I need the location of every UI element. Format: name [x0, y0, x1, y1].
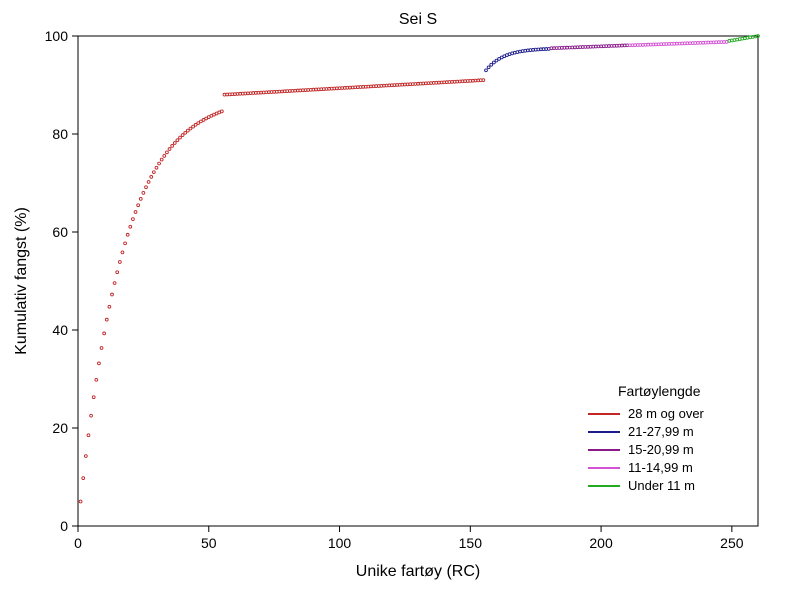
x-tick-label: 50: [201, 535, 217, 551]
data-point: [160, 158, 163, 161]
legend-item-label: 21-27,99 m: [628, 424, 694, 439]
x-tick-label: 250: [720, 535, 744, 551]
data-point: [145, 186, 148, 189]
legend-item-label: 11-14,99 m: [628, 460, 693, 475]
y-tick-label: 80: [52, 126, 68, 142]
data-point: [147, 181, 150, 184]
data-point: [173, 142, 176, 145]
data-point: [150, 176, 153, 179]
data-point: [152, 171, 155, 174]
data-point: [176, 139, 179, 142]
data-point: [108, 305, 111, 308]
chart-container: Sei S050100150200250020406080100Unike fa…: [0, 0, 800, 600]
data-point: [492, 61, 495, 64]
data-point: [98, 362, 101, 365]
x-tick-label: 150: [459, 535, 483, 551]
data-point: [163, 154, 166, 157]
x-tick-label: 0: [74, 535, 82, 551]
y-tick-label: 40: [52, 322, 68, 338]
data-point: [139, 197, 142, 200]
data-point: [189, 127, 192, 130]
data-point: [168, 148, 171, 151]
data-point: [126, 233, 129, 236]
data-point: [137, 204, 140, 207]
data-point: [103, 332, 106, 335]
data-point: [142, 191, 145, 194]
x-axis-label: Unike fartøy (RC): [356, 563, 480, 580]
data-point: [166, 151, 169, 154]
data-point: [132, 218, 135, 221]
data-point: [158, 162, 161, 165]
data-point: [124, 242, 127, 245]
data-point: [184, 131, 187, 134]
x-tick-label: 200: [589, 535, 613, 551]
data-point: [171, 145, 174, 148]
data-point: [490, 63, 493, 66]
data-point: [134, 211, 137, 214]
y-tick-label: 100: [45, 28, 69, 44]
y-axis-label: Kumulativ fangst (%): [13, 207, 30, 355]
data-point: [129, 225, 132, 228]
chart-title: Sei S: [399, 11, 437, 28]
chart-svg: Sei S050100150200250020406080100Unike fa…: [0, 0, 800, 600]
y-tick-label: 60: [52, 224, 68, 240]
x-tick-label: 100: [328, 535, 352, 551]
data-point: [113, 282, 116, 285]
data-point: [84, 455, 87, 458]
data-point: [179, 136, 182, 139]
data-point: [92, 396, 95, 399]
legend-item-label: Under 11 m: [628, 478, 695, 493]
legend-title: Fartøylengde: [618, 383, 701, 399]
data-point: [116, 271, 119, 274]
data-point: [121, 251, 124, 254]
data-point: [87, 434, 90, 437]
data-point: [220, 110, 223, 113]
data-point: [155, 166, 158, 169]
data-point: [90, 414, 93, 417]
data-point: [118, 261, 121, 264]
data-point: [487, 66, 490, 69]
data-point: [482, 79, 485, 82]
data-point: [95, 378, 98, 381]
legend-item-label: 28 m og over: [628, 406, 705, 421]
data-point: [79, 500, 82, 503]
legend-item-label: 15-20,99 m: [628, 442, 694, 457]
data-point: [181, 134, 184, 137]
legend: Fartøylengde 28 m og over 21-27,99 m 15-20,…: [588, 383, 705, 493]
y-tick-label: 20: [52, 420, 68, 436]
data-point: [100, 347, 103, 350]
data-point: [485, 69, 488, 72]
data-point: [111, 293, 114, 296]
data-point: [186, 129, 189, 132]
y-tick-label: 0: [60, 518, 68, 534]
data-point: [82, 477, 85, 480]
data-point: [105, 318, 108, 321]
